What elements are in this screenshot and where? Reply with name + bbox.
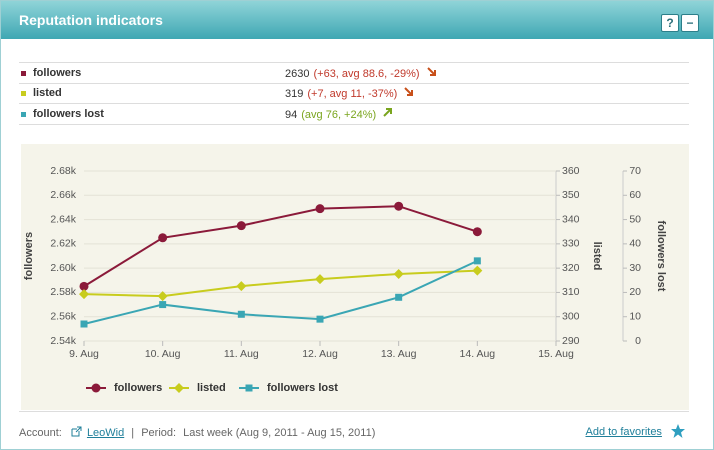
indicator-name: listed — [33, 87, 62, 99]
indicator-name: followers — [33, 67, 82, 79]
data-point — [237, 310, 245, 318]
trend-down — [426, 67, 436, 76]
y3-tick-label: 40 — [629, 238, 641, 250]
indicator-change: (+7, avg 11, -37%) — [307, 88, 398, 100]
favorites-link[interactable]: Add to favorites — [585, 426, 662, 438]
data-point — [472, 227, 482, 237]
title: Reputation indicators — [19, 12, 163, 28]
data-point — [80, 320, 88, 328]
trend-down — [404, 87, 414, 96]
chart: followers listed followers lost 2.54k 2.5… — [23, 165, 667, 394]
data-point — [315, 274, 325, 285]
legend-marker — [245, 384, 253, 392]
y-tick-label: 2.58k — [50, 286, 76, 298]
x-tick-label: 9. Aug — [69, 348, 99, 360]
data-point — [472, 265, 483, 276]
legend-marker — [174, 383, 184, 393]
series-line — [83, 205, 478, 288]
y2-tick-label: 330 — [562, 238, 580, 250]
y2-tick-label: 290 — [562, 335, 580, 347]
indicator-change: (avg 76, +24%) — [301, 109, 377, 121]
footer: Account: LeoWid | Period: Last week (Aug… — [19, 411, 689, 450]
x-tick-label: 10. Aug — [145, 348, 181, 360]
y-axis-title: followers — [23, 232, 35, 280]
x-tick-label: 13. Aug — [381, 348, 417, 360]
x-tick-label: 15. Aug — [538, 348, 574, 360]
data-point — [79, 289, 89, 300]
data-point — [394, 201, 404, 211]
y-tick-label: 2.64k — [50, 213, 76, 225]
indicator-row: followers lost 94 (avg 76, +24%) — [19, 104, 689, 125]
y2-tick-label: 320 — [562, 262, 580, 274]
y2-tick-label: 310 — [562, 286, 580, 298]
y3-tick-label: 50 — [629, 213, 641, 225]
x-tick-label: 14. Aug — [460, 348, 496, 360]
y2-tick-label: 350 — [562, 189, 580, 201]
indicator-change: (+63, avg 88.6, -29%) — [313, 68, 420, 80]
period: Last week (Aug 9, 2011 - Aug 15, 2011) — [183, 427, 376, 439]
indicator-row: followers 2630 (+63, avg 88.6, -29%) — [19, 62, 689, 84]
data-point — [393, 268, 404, 279]
account-link[interactable]: LeoWid — [86, 427, 125, 439]
data-point — [159, 301, 167, 309]
indicator-value: 319 — [285, 88, 304, 100]
y-tick-label: 2.66k — [50, 189, 76, 201]
minimize-button[interactable]: − — [681, 14, 699, 32]
indicator-value: 2630 — [285, 68, 310, 80]
series-line — [83, 269, 478, 298]
y2-tick-label: 300 — [562, 310, 580, 322]
period-label: Period: — [141, 427, 177, 439]
legend-marker — [91, 383, 101, 393]
data-point — [395, 293, 403, 301]
y3-tick-label: 0 — [635, 335, 641, 347]
legend-label: followers — [114, 382, 162, 394]
header: Reputation indicators ? − — [1, 1, 713, 39]
y2-tick-label: 360 — [562, 165, 580, 177]
indicator-value: 94 — [285, 109, 298, 121]
indicator-name: followers lost — [33, 108, 104, 120]
y3-tick-label: 70 — [629, 165, 641, 177]
data-point — [79, 281, 89, 291]
y2-axis-title: listed — [591, 242, 603, 271]
external-icon — [71, 426, 82, 437]
help-button[interactable]: ? — [661, 14, 679, 32]
star-icon — [671, 424, 685, 438]
y3-tick-label: 10 — [629, 310, 641, 322]
legend-label: listed — [197, 382, 226, 394]
y2-tick-label: 340 — [562, 213, 580, 225]
y-tick-label: 2.60k — [50, 262, 76, 274]
data-point — [158, 233, 168, 243]
y-tick-label: 2.54k — [50, 335, 76, 347]
y3-axis-title: followers lost — [655, 221, 667, 292]
data-point — [236, 221, 246, 231]
legend-label: followers lost — [267, 382, 338, 394]
data-point — [157, 291, 168, 302]
x-tick-label: 12. Aug — [302, 348, 338, 360]
y3-tick-label: 60 — [629, 189, 641, 201]
series-line — [83, 259, 478, 325]
indicator-row: listed 319 (+7, avg 11, -37%) — [19, 83, 689, 104]
trend-up — [383, 108, 393, 117]
data-point — [236, 281, 247, 292]
data-point — [473, 257, 481, 265]
data-point — [315, 204, 325, 214]
account-label: Account: — [19, 427, 62, 439]
y-tick-label: 2.62k — [50, 238, 76, 250]
data-point — [316, 315, 324, 323]
y-tick-label: 2.56k — [50, 310, 76, 322]
y3-tick-label: 20 — [629, 286, 641, 298]
x-tick-label: 11. Aug — [224, 348, 259, 360]
y-tick-label: 2.68k — [50, 165, 76, 177]
y3-tick-label: 30 — [629, 262, 641, 274]
